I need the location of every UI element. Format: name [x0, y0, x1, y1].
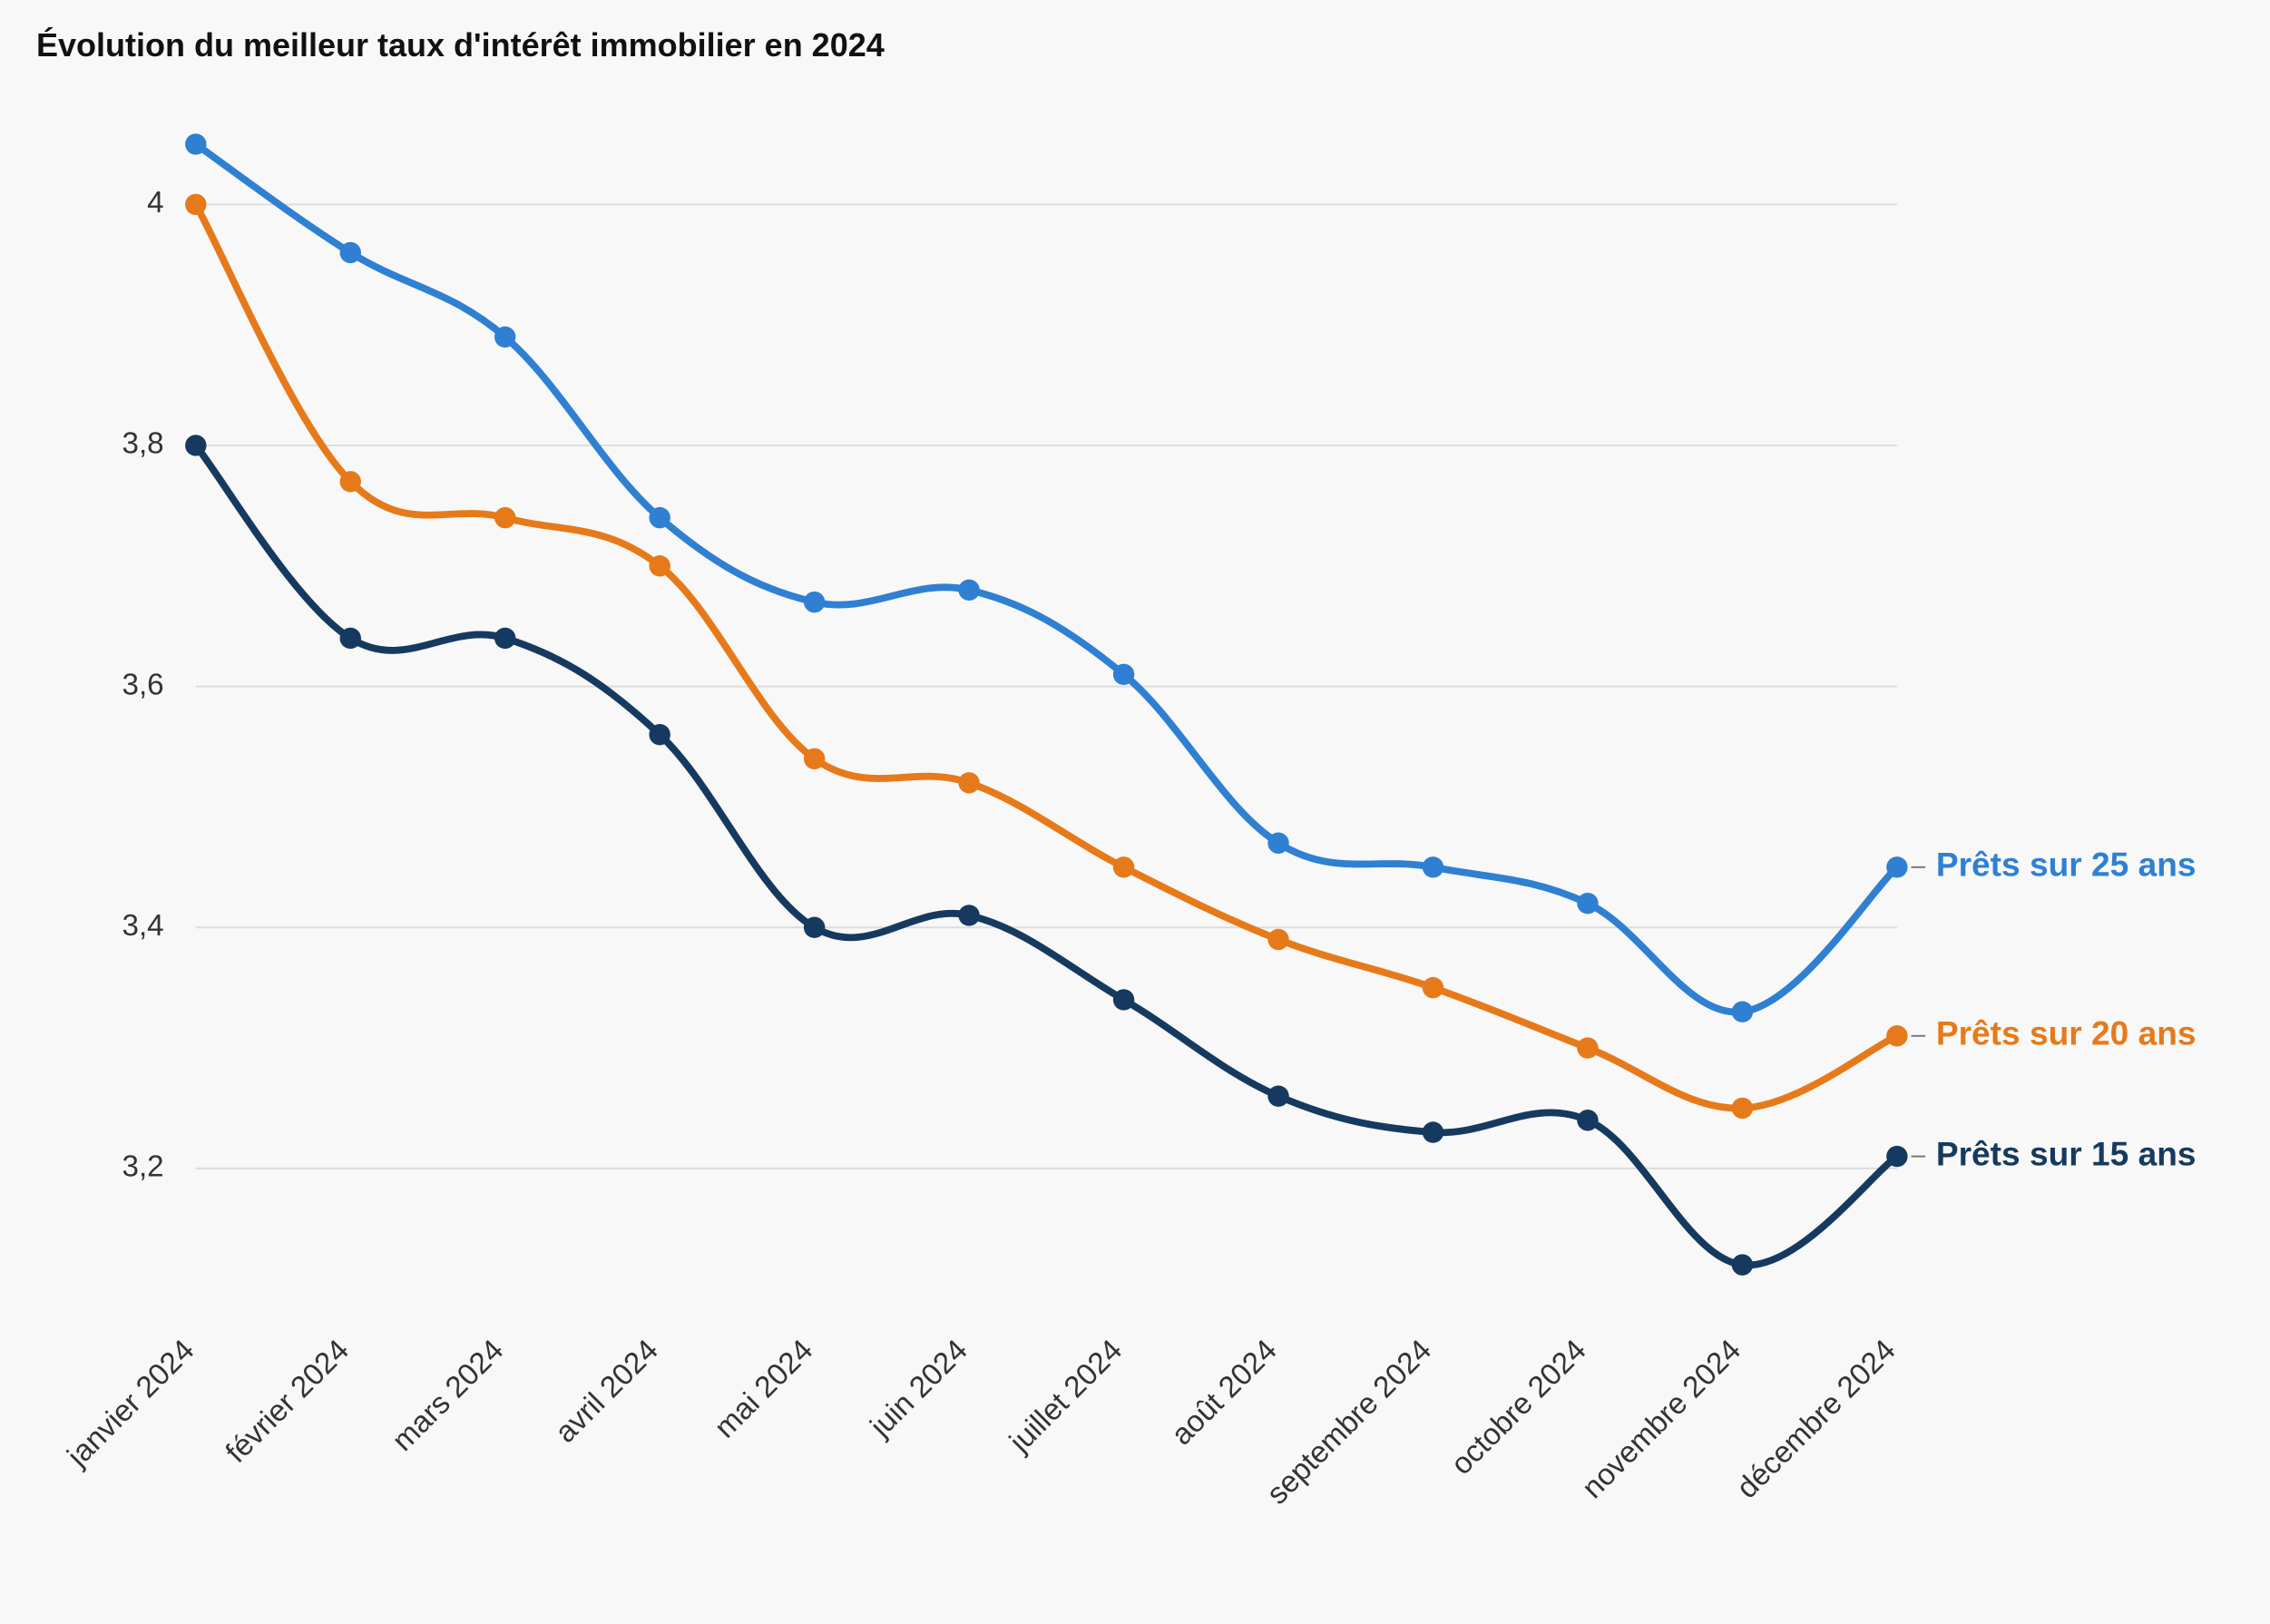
- data-point: [185, 133, 206, 154]
- data-point: [494, 627, 515, 648]
- data-point: [1886, 1145, 1907, 1166]
- data-point: [340, 471, 361, 492]
- data-point: [494, 326, 515, 347]
- data-point: [1732, 1097, 1753, 1118]
- series-line: [196, 204, 1897, 1108]
- data-point: [1267, 928, 1288, 949]
- data-point: [340, 241, 361, 262]
- data-point: [185, 193, 206, 214]
- data-point: [1886, 856, 1907, 877]
- data-point: [649, 507, 670, 528]
- x-axis-label: août 2024: [1165, 1333, 1284, 1452]
- data-point: [1423, 1121, 1443, 1142]
- chart-title: Évolution du meilleur taux d'intérêt imm…: [36, 27, 2234, 64]
- data-point: [804, 591, 825, 611]
- data-point: [185, 435, 206, 455]
- series-label: Prêts sur 20 ans: [1936, 1013, 2197, 1052]
- data-point: [1113, 989, 1134, 1010]
- chart-container: Évolution du meilleur taux d'intérêt imm…: [0, 0, 2270, 1561]
- x-axis-label: janvier 2024: [61, 1333, 201, 1473]
- data-point: [1577, 1110, 1598, 1130]
- data-point: [1423, 856, 1443, 877]
- x-axis-label: juillet 2024: [1003, 1333, 1129, 1459]
- x-axis-label: novembre 2024: [1576, 1333, 1747, 1504]
- x-axis-label: septembre 2024: [1260, 1333, 1438, 1511]
- x-axis-label: octobre 2024: [1444, 1333, 1592, 1481]
- data-point: [1886, 1025, 1907, 1046]
- data-point: [1577, 1037, 1598, 1058]
- x-axis-label: mai 2024: [709, 1333, 820, 1444]
- x-axis-label: décembre 2024: [1730, 1333, 1902, 1504]
- y-axis-label: 3,2: [122, 1150, 163, 1183]
- data-point: [958, 772, 979, 793]
- data-point: [649, 724, 670, 745]
- data-point: [340, 627, 361, 648]
- x-axis-label: février 2024: [220, 1333, 356, 1469]
- data-point: [1267, 832, 1288, 853]
- x-axis-label: mars 2024: [386, 1333, 510, 1457]
- data-point: [958, 905, 979, 925]
- line-chart: 3,2 3,4 3,6 3,8 4 janvier 2024février 2024mar…: [36, 73, 2234, 1526]
- series-label: Prêts sur 15 ans: [1936, 1134, 2197, 1172]
- data-point: [1267, 1085, 1288, 1106]
- x-axis-label: juin 2024: [864, 1333, 974, 1443]
- data-point: [804, 916, 825, 937]
- y-axis-label: 3,4: [122, 909, 163, 943]
- series-line: [196, 445, 1897, 1266]
- series-line: [196, 144, 1897, 1013]
- data-point: [494, 507, 515, 528]
- data-point: [1732, 1001, 1753, 1022]
- x-axis-label: avril 2024: [549, 1333, 665, 1449]
- data-point: [649, 555, 670, 576]
- y-axis-label: 3,8: [122, 426, 163, 460]
- data-point: [1577, 893, 1598, 914]
- y-axis-label: 3,6: [122, 668, 163, 701]
- data-point: [1113, 856, 1134, 877]
- data-point: [1113, 663, 1134, 684]
- data-point: [1732, 1254, 1753, 1275]
- y-axis-label: 4: [147, 186, 163, 220]
- data-point: [958, 579, 979, 600]
- data-point: [1423, 977, 1443, 998]
- series-label: Prêts sur 25 ans: [1936, 845, 2197, 883]
- data-point: [804, 748, 825, 768]
